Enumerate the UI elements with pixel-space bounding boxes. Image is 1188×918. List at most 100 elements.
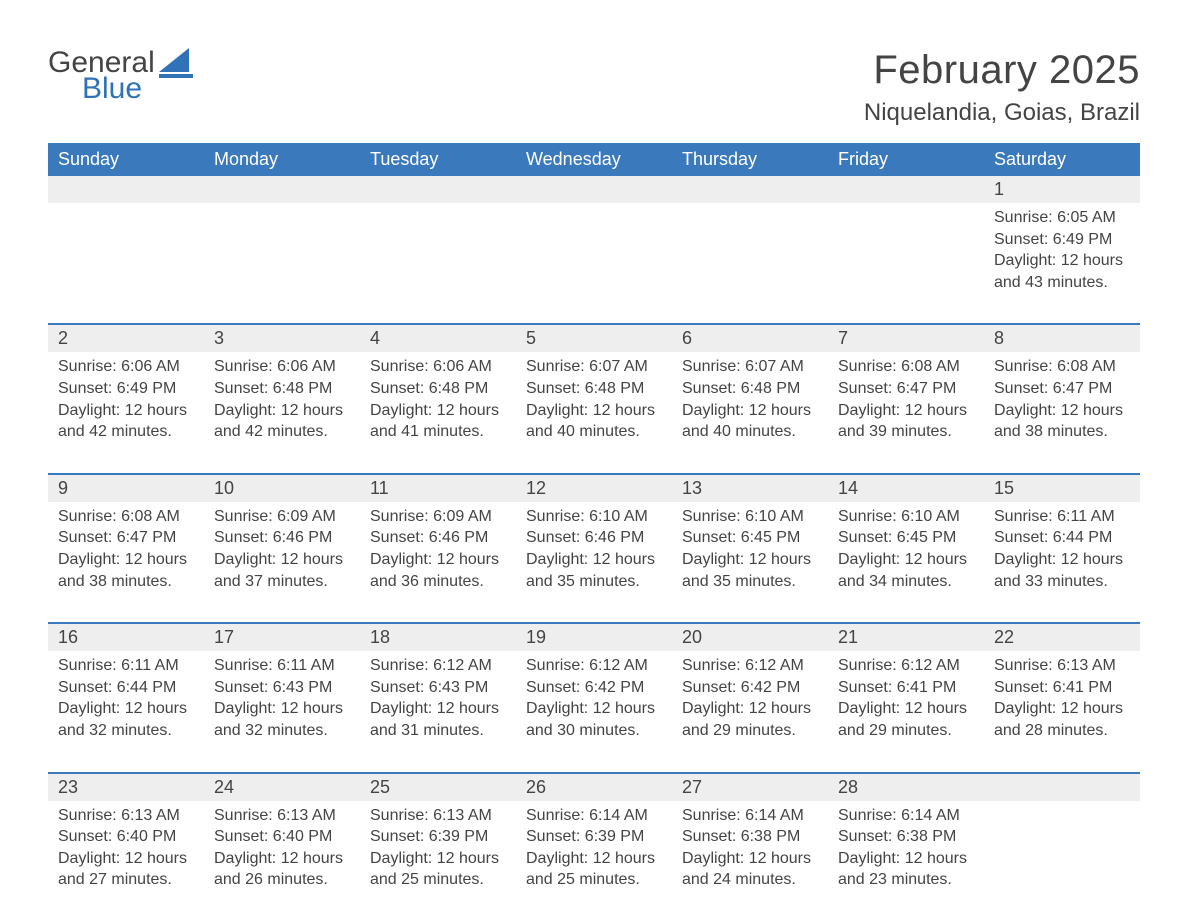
day-sunrise-line: Sunrise: 6:07 AM <box>526 356 662 378</box>
empty-day-number <box>672 176 828 203</box>
calendar: SundayMondayTuesdayWednesdayThursdayFrid… <box>48 143 1140 897</box>
day-sunrise-line: Sunrise: 6:09 AM <box>214 506 350 528</box>
weekday-header: Sunday <box>48 143 204 176</box>
day-day2-line: and 42 minutes. <box>58 421 194 443</box>
day-sunset-line: Sunset: 6:43 PM <box>370 677 506 699</box>
day-day2-line: and 28 minutes. <box>994 720 1130 742</box>
day-day1-line: Daylight: 12 hours <box>682 698 818 720</box>
day-cell: Sunrise: 6:07 AMSunset: 6:48 PMDaylight:… <box>516 352 672 448</box>
day-sunrise-line: Sunrise: 6:12 AM <box>682 655 818 677</box>
day-cell: Sunrise: 6:05 AMSunset: 6:49 PMDaylight:… <box>984 203 1140 299</box>
day-number: 8 <box>984 325 1140 352</box>
day-number: 3 <box>204 325 360 352</box>
day-day1-line: Daylight: 12 hours <box>526 848 662 870</box>
day-sunset-line: Sunset: 6:40 PM <box>58 826 194 848</box>
weekday-header: Saturday <box>984 143 1140 176</box>
day-day2-line: and 38 minutes. <box>994 421 1130 443</box>
day-sunset-line: Sunset: 6:42 PM <box>682 677 818 699</box>
day-cell: Sunrise: 6:13 AMSunset: 6:40 PMDaylight:… <box>204 801 360 897</box>
day-sunset-line: Sunset: 6:49 PM <box>58 378 194 400</box>
day-day1-line: Daylight: 12 hours <box>838 698 974 720</box>
weekday-header-row: SundayMondayTuesdayWednesdayThursdayFrid… <box>48 143 1140 176</box>
day-cell: Sunrise: 6:14 AMSunset: 6:38 PMDaylight:… <box>828 801 984 897</box>
day-cell: Sunrise: 6:14 AMSunset: 6:39 PMDaylight:… <box>516 801 672 897</box>
week-body-row: Sunrise: 6:05 AMSunset: 6:49 PMDaylight:… <box>48 203 1140 299</box>
day-sunrise-line: Sunrise: 6:13 AM <box>58 805 194 827</box>
day-cell: Sunrise: 6:11 AMSunset: 6:44 PMDaylight:… <box>48 651 204 747</box>
day-cell: Sunrise: 6:12 AMSunset: 6:41 PMDaylight:… <box>828 651 984 747</box>
page-header: General Blue February 2025 Niquelandia, … <box>48 48 1140 137</box>
day-cell: Sunrise: 6:08 AMSunset: 6:47 PMDaylight:… <box>984 352 1140 448</box>
day-sunset-line: Sunset: 6:41 PM <box>994 677 1130 699</box>
day-cell: Sunrise: 6:07 AMSunset: 6:48 PMDaylight:… <box>672 352 828 448</box>
day-cell: Sunrise: 6:06 AMSunset: 6:49 PMDaylight:… <box>48 352 204 448</box>
day-day2-line: and 23 minutes. <box>838 869 974 891</box>
day-sunset-line: Sunset: 6:48 PM <box>526 378 662 400</box>
day-day2-line: and 38 minutes. <box>58 571 194 593</box>
empty-day-number <box>516 176 672 203</box>
week-daynum-row: 16171819202122 <box>48 622 1140 651</box>
day-number: 22 <box>984 624 1140 651</box>
day-day1-line: Daylight: 12 hours <box>682 400 818 422</box>
day-number: 25 <box>360 774 516 801</box>
day-sunrise-line: Sunrise: 6:10 AM <box>838 506 974 528</box>
day-sunrise-line: Sunrise: 6:08 AM <box>994 356 1130 378</box>
day-day2-line: and 34 minutes. <box>838 571 974 593</box>
day-sunrise-line: Sunrise: 6:13 AM <box>370 805 506 827</box>
day-sunset-line: Sunset: 6:46 PM <box>214 527 350 549</box>
location-subtitle: Niquelandia, Goias, Brazil <box>864 99 1140 127</box>
title-block: February 2025 Niquelandia, Goias, Brazil <box>864 48 1140 137</box>
day-day2-line: and 32 minutes. <box>214 720 350 742</box>
day-sunrise-line: Sunrise: 6:06 AM <box>370 356 506 378</box>
day-day2-line: and 39 minutes. <box>838 421 974 443</box>
day-sunset-line: Sunset: 6:49 PM <box>994 229 1130 251</box>
day-day1-line: Daylight: 12 hours <box>370 848 506 870</box>
day-sunset-line: Sunset: 6:48 PM <box>682 378 818 400</box>
day-cell: Sunrise: 6:10 AMSunset: 6:45 PMDaylight:… <box>828 502 984 598</box>
week-body-row: Sunrise: 6:06 AM Sunset: 6:49 PM Daylight:… <box>48 352 1140 448</box>
day-sunrise-line: Sunrise: 6:07 AM <box>682 356 818 378</box>
day-day2-line: and 43 minutes. <box>994 272 1130 294</box>
day-sunrise-line: Sunrise: 6:11 AM <box>58 655 194 677</box>
day-number: 24 <box>204 774 360 801</box>
day-sunrise-line: Sunrise: 6:10 AM <box>526 506 662 528</box>
empty-day-cell <box>204 203 360 299</box>
empty-day-cell <box>48 203 204 299</box>
day-sunset-line: Sunset: 6:45 PM <box>682 527 818 549</box>
day-day1-line: Daylight: 12 hours <box>370 549 506 571</box>
day-sunrise-line: Sunrise: 6:08 AM <box>58 506 194 528</box>
day-number: 4 <box>360 325 516 352</box>
day-sunset-line: Sunset: 6:48 PM <box>370 378 506 400</box>
day-sunrise-line: Sunrise: 6:14 AM <box>526 805 662 827</box>
weekday-header: Friday <box>828 143 984 176</box>
day-day2-line: and 37 minutes. <box>214 571 350 593</box>
day-day1-line: Daylight: 12 hours <box>838 848 974 870</box>
day-day2-line: and 40 minutes. <box>682 421 818 443</box>
day-day2-line: and 26 minutes. <box>214 869 350 891</box>
day-sunset-line: Sunset: 6:47 PM <box>58 527 194 549</box>
day-number: 15 <box>984 475 1140 502</box>
day-number: 1 <box>984 176 1140 203</box>
empty-day-cell <box>672 203 828 299</box>
day-number: 5 <box>516 325 672 352</box>
day-day1-line: Daylight: 12 hours <box>214 549 350 571</box>
day-number: 19 <box>516 624 672 651</box>
week-daynum-row: 2345678 <box>48 323 1140 352</box>
day-day2-line: and 24 minutes. <box>682 869 818 891</box>
day-day2-line: and 35 minutes. <box>682 571 818 593</box>
day-cell: Sunrise: 6:06 AMSunset: 6:48 PMDaylight:… <box>204 352 360 448</box>
day-sunrise-line: Sunrise: 6:13 AM <box>994 655 1130 677</box>
day-day1-line: Daylight: 12 hours <box>214 698 350 720</box>
day-day2-line: and 36 minutes. <box>370 571 506 593</box>
day-cell: Sunrise: 6:12 AMSunset: 6:42 PMDaylight:… <box>672 651 828 747</box>
day-number: 13 <box>672 475 828 502</box>
day-sunrise-line: Sunrise: 6:13 AM <box>214 805 350 827</box>
day-cell: Sunrise: 6:11 AMSunset: 6:43 PMDaylight:… <box>204 651 360 747</box>
week-daynum-row: 1 <box>48 176 1140 203</box>
day-day1-line: Daylight: 12 hours <box>58 549 194 571</box>
day-number: 6 <box>672 325 828 352</box>
empty-day-number <box>984 774 1140 801</box>
day-day1-line: Daylight: 12 hours <box>58 698 194 720</box>
weekday-header: Thursday <box>672 143 828 176</box>
day-sunset-line: Sunset: 6:41 PM <box>838 677 974 699</box>
